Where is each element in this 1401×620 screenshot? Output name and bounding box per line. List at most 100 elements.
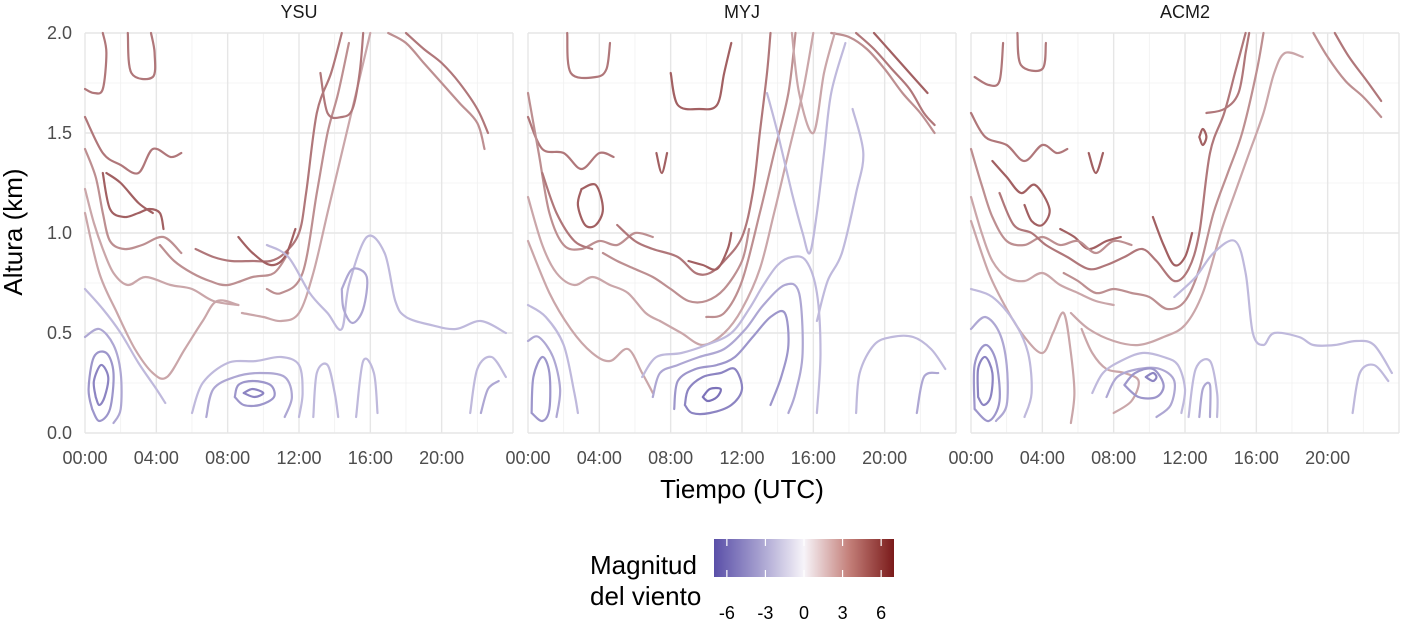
panel-myj: MYJ 00:00 04:00 08:00 12:00 16:00 20:00 [505,2,957,468]
contour-line [1333,31,1383,103]
contour-line [991,159,1051,227]
contour-line [526,115,615,171]
contour-line [601,227,751,304]
legend-ticks: -6 -3 0 3 6 [719,539,886,620]
contour-line [1087,151,1105,175]
contour-line [83,327,123,425]
contour-line [83,211,240,380]
contour-line [1151,215,1194,267]
contour-line [641,255,822,415]
legend-tick-label: 3 [838,603,848,620]
contour-line [190,355,304,419]
facet-label: YSU [280,2,317,22]
x-tick-label: 04:00 [577,448,622,468]
legend-tick-label: 6 [876,603,886,620]
contour-line [969,315,1009,423]
x-tick-label: 12:00 [719,448,764,468]
contour-line [969,195,1115,307]
contour-line [526,195,662,323]
contour-line [158,243,290,287]
x-tick-label: 12:00 [276,448,321,468]
contour-lines [83,31,507,425]
contour-line [319,31,365,120]
contour-line [1205,31,1251,115]
contour-line [469,355,507,415]
legend-tick-label: -6 [719,603,735,620]
contour-line [815,107,865,323]
contour-line [242,387,265,399]
legend-title-line1: Magnitud [590,550,697,580]
contour-line [969,287,1033,419]
contour-line [1105,366,1177,419]
color-legend: Magnitud del viento -6 -3 0 3 6 [590,539,894,620]
y-tick-label: 1.5 [47,123,72,143]
facet-panels: YSU 00:00 04:00 08:00 12:00 16:00 20:00 MYJ 00:0… [47,2,1400,468]
contour-line [479,379,500,415]
contour-line [651,282,804,415]
contour-line [83,31,108,95]
y-axis-title: Altura (km) [0,168,28,295]
contour-line [340,267,369,325]
contour-line [969,147,1133,255]
contour-line [237,227,297,267]
contour-line [701,386,722,403]
x-tick-label: 16:00 [1234,448,1279,468]
contour-line [1198,381,1212,419]
y-tick-label: 0.5 [47,323,72,343]
x-tick-label: 20:00 [862,448,907,468]
contour-line [92,363,110,407]
x-tick-label: 16:00 [348,448,393,468]
x-tick-label: 04:00 [1020,448,1065,468]
contour-line [530,355,552,423]
y-axis-ticks: 0.0 0.5 1.0 1.5 2.0 [47,23,72,443]
contour-line [526,335,562,419]
contour-lines [526,31,947,423]
y-tick-label: 2.0 [47,23,72,43]
contour-line [969,219,1076,425]
contour-line [669,41,733,111]
contour-line [83,287,167,405]
contour-line [526,239,654,395]
contour-line [541,171,594,251]
y-tick-label: 0.0 [47,423,72,443]
facet-label: MYJ [724,2,760,22]
y-tick-label: 1.0 [47,223,72,243]
contour-line [404,31,490,135]
legend-title-line2: del viento [590,581,701,611]
contour-line [87,350,115,423]
contour-line [233,379,276,408]
contour-line [673,309,790,411]
x-tick-label: 08:00 [205,448,250,468]
contour-line [683,367,744,416]
contour-line [526,303,579,415]
contour-line [687,231,733,271]
contour-line [355,357,379,419]
x-tick-label: 08:00 [1091,448,1136,468]
contour-line [83,115,183,175]
contour-line [1312,31,1383,119]
contour-line [1123,367,1165,400]
contour-line [83,187,240,307]
contour-line [1062,31,1265,311]
legend-tick-label: -3 [757,603,773,620]
contour-line [265,41,350,295]
contour-line [976,355,994,407]
x-tick-label: 08:00 [648,448,693,468]
x-tick-label: 04:00 [134,448,179,468]
legend-tick-label: 0 [799,603,809,620]
contour-line [265,234,507,335]
contour-line [855,334,947,415]
contour-line [576,183,604,229]
contour-line [765,41,847,255]
contour-line [1351,363,1390,415]
contour-line [205,371,293,419]
contour-line [1173,239,1393,375]
contour-line [658,31,815,347]
x-tick-label: 16:00 [791,448,836,468]
contour-line [973,41,1005,87]
contour-line [655,151,669,175]
contour-line [1016,31,1047,73]
contour-lines [969,31,1393,425]
contour-line [105,171,154,215]
contour-line [1198,127,1208,147]
